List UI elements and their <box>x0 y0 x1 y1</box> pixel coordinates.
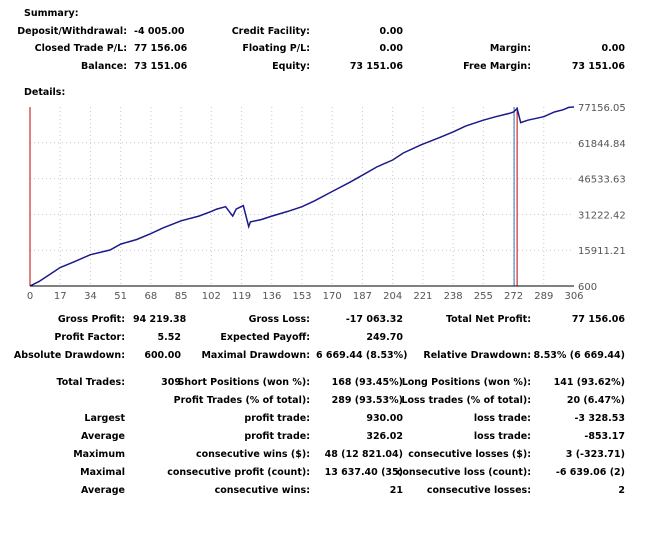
equity-label: Equity: <box>272 61 310 72</box>
relative-drawdown-value: 8.53% (6 669.44) <box>533 350 625 361</box>
chart-y-tick-label: 600 <box>578 282 597 293</box>
max-consecutive-losses-label: consecutive losses ($): <box>408 449 531 460</box>
largest-loss-value: -3 328.53 <box>574 413 625 424</box>
chart-y-tick-label: 46533.63 <box>578 175 626 186</box>
loss-trades-value: 20 (6.47%) <box>566 395 625 406</box>
absolute-drawdown-value: 600.00 <box>144 350 181 361</box>
profit-trades-label: Profit Trades (% of total): <box>173 395 310 406</box>
maximal-label: Maximal <box>80 467 125 478</box>
profit-factor-label: Profit Factor: <box>54 332 125 343</box>
chart-x-tick-label: 255 <box>474 291 493 302</box>
largest-label: Largest <box>84 413 125 424</box>
avg-consecutive-wins-value: 21 <box>389 485 403 496</box>
chart-x-tick-label: 102 <box>202 291 221 302</box>
average-label: Average <box>81 431 125 442</box>
relative-drawdown-label: Relative Drawdown: <box>423 350 531 361</box>
chart-x-tick-label: 34 <box>84 291 97 302</box>
balance-value: 73 151.06 <box>134 61 188 72</box>
chart-x-tick-label: 51 <box>114 291 127 302</box>
maximal-drawdown-label: Maximal Drawdown: <box>201 350 310 361</box>
long-positions-label: Long Positions (won %): <box>401 377 531 388</box>
balance-label: Balance: <box>81 61 127 72</box>
max-consecutive-losses-value: 3 (-323.71) <box>565 449 625 460</box>
deposit-label: Deposit/Withdrawal: <box>17 26 127 37</box>
absolute-drawdown-label: Absolute Drawdown: <box>13 350 125 361</box>
chart-x-tick-label: 306 <box>564 291 583 302</box>
total-trades-label: Total Trades: <box>56 377 126 388</box>
chart-x-tick-label: 153 <box>292 291 311 302</box>
equity-value: 73 151.06 <box>349 61 403 72</box>
gross-profit-value: 94 219.38 <box>133 314 187 325</box>
average-profit-label: profit trade: <box>244 431 310 442</box>
chart-y-tick-label: 15911.21 <box>578 246 626 257</box>
max-consecutive-wins-label: consecutive wins ($): <box>195 449 310 460</box>
free-margin-label: Free Margin: <box>463 61 531 72</box>
largest-profit-label: profit trade: <box>244 413 310 424</box>
expected-payoff-value: 249.70 <box>366 332 403 343</box>
average-profit-value: 326.02 <box>366 431 403 442</box>
chart-x-tick-label: 136 <box>262 291 281 302</box>
margin-label: Margin: <box>489 43 531 54</box>
net-profit-label: Total Net Profit: <box>445 314 531 325</box>
max-consecutive-wins-value: 48 (12 821.04) <box>324 449 403 460</box>
maximal-consecutive-profit-label: consecutive profit (count): <box>167 467 310 478</box>
maximal-consecutive-loss-value: -6 639.06 (2) <box>555 467 625 478</box>
chart-x-tick-label: 238 <box>444 291 463 302</box>
closed-pl-value: 77 156.06 <box>134 43 188 54</box>
long-positions-value: 141 (93.62%) <box>553 377 625 388</box>
chart-balance-line <box>29 106 575 287</box>
avg-consecutive-wins-label: consecutive wins: <box>214 485 310 496</box>
free-margin-value: 73 151.06 <box>571 61 625 72</box>
balance-chart: 0 17 34 51 68 85 102 119 136 153 170 187 204 221 238 25… <box>27 103 626 302</box>
chart-x-tick-label: 170 <box>323 291 342 302</box>
chart-y-tick-label: 31222.42 <box>578 210 626 221</box>
average-loss-label: loss trade: <box>473 431 531 442</box>
chart-x-tick-label: 85 <box>175 291 188 302</box>
chart-x-tick-label: 68 <box>145 291 158 302</box>
chart-x-tick-label: 187 <box>353 291 372 302</box>
chart-x-tick-label: 119 <box>232 291 251 302</box>
largest-profit-value: 930.00 <box>366 413 403 424</box>
avg-consecutive-losses-value: 2 <box>618 485 625 496</box>
total-trades-value: 309 <box>161 377 181 388</box>
summary-title: Summary: <box>24 8 79 19</box>
net-profit-value: 77 156.06 <box>571 314 625 325</box>
chart-y-tick-label: 61844.84 <box>578 139 626 150</box>
maximal-drawdown-value: 6 669.44 (8.53%) <box>316 350 408 361</box>
chart-plot-area <box>30 107 574 286</box>
floating-pl-value: 0.00 <box>379 43 403 54</box>
chart-x-tick-label: 204 <box>383 291 402 302</box>
average-consecutive-label: Average <box>81 485 125 496</box>
maximal-consecutive-profit-value: 13 637.40 (35) <box>324 467 403 478</box>
gross-loss-label: Gross Loss: <box>248 314 310 325</box>
chart-x-tick-label: 17 <box>54 291 67 302</box>
profit-trades-value: 289 (93.53%) <box>331 395 403 406</box>
chart-y-tick-label: 77156.05 <box>578 103 626 114</box>
credit-label: Credit Facility: <box>231 26 310 37</box>
chart-x-tick-label: 272 <box>504 291 523 302</box>
margin-value: 0.00 <box>601 43 625 54</box>
loss-trades-label: Loss trades (% of total): <box>401 395 531 406</box>
gross-loss-value: -17 063.32 <box>345 314 403 325</box>
details-title: Details: <box>24 87 66 98</box>
chart-x-tick-label: 221 <box>413 291 432 302</box>
profit-factor-value: 5.52 <box>157 332 181 343</box>
gross-profit-label: Gross Profit: <box>57 314 125 325</box>
closed-pl-label: Closed Trade P/L: <box>34 43 127 54</box>
chart-x-tick-label: 289 <box>534 291 553 302</box>
maximal-consecutive-loss-label: consecutive loss (count): <box>396 467 531 478</box>
chart-x-tick-label: 0 <box>27 291 33 302</box>
avg-consecutive-losses-label: consecutive losses: <box>426 485 531 496</box>
short-positions-label: Short Positions (won %): <box>177 377 311 388</box>
average-loss-value: -853.17 <box>584 431 625 442</box>
floating-pl-label: Floating P/L: <box>242 43 310 54</box>
credit-value: 0.00 <box>379 26 403 37</box>
deposit-value: -4 005.00 <box>134 26 185 37</box>
short-positions-value: 168 (93.45%) <box>331 377 403 388</box>
maximum-label: Maximum <box>73 449 125 460</box>
expected-payoff-label: Expected Payoff: <box>220 332 310 343</box>
largest-loss-label: loss trade: <box>473 413 531 424</box>
